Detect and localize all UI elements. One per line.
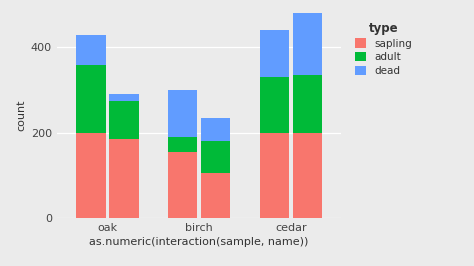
Bar <box>292 0 322 75</box>
Bar <box>76 35 106 65</box>
Bar <box>292 133 322 218</box>
Bar <box>292 75 322 133</box>
Bar <box>260 30 289 77</box>
Legend: sapling, adult, dead: sapling, adult, dead <box>352 19 415 79</box>
Bar <box>168 90 197 137</box>
Bar <box>201 173 230 218</box>
Bar <box>260 77 289 133</box>
Bar <box>201 141 230 173</box>
Bar <box>109 94 138 101</box>
Bar <box>260 133 289 218</box>
Bar <box>76 65 106 133</box>
Bar <box>168 152 197 218</box>
Bar <box>109 101 138 139</box>
Y-axis label: count: count <box>17 100 27 131</box>
Bar <box>109 139 138 218</box>
Bar <box>168 137 197 152</box>
X-axis label: as.numeric(interaction(sample, name)): as.numeric(interaction(sample, name)) <box>90 237 309 247</box>
Bar <box>76 133 106 218</box>
Bar <box>201 118 230 141</box>
